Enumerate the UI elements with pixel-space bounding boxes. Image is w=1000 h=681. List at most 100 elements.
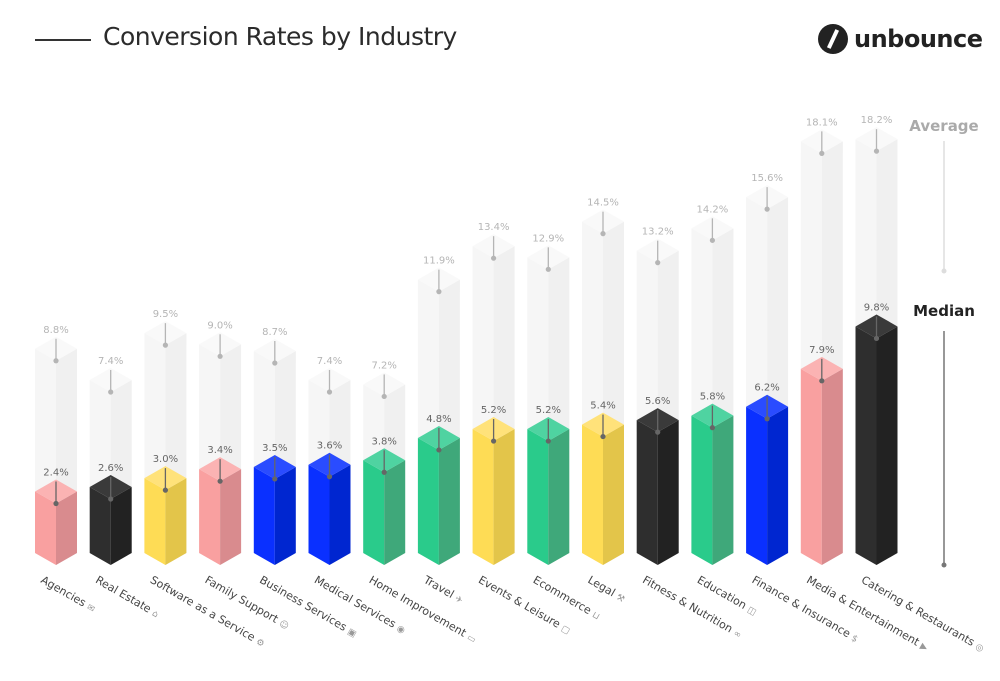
gavel-icon: ⚒ bbox=[614, 592, 626, 605]
median-value-label-dot bbox=[381, 469, 387, 475]
median-bar-left-face bbox=[253, 466, 275, 565]
median-bar bbox=[582, 412, 624, 565]
median-bar-left-face bbox=[527, 429, 549, 565]
average-value-label: 8.8% bbox=[43, 325, 68, 336]
median-bar-left-face bbox=[199, 469, 221, 565]
median-value-label-dot bbox=[764, 416, 770, 422]
unbounce-logo-icon bbox=[818, 24, 848, 54]
legend-median-dot bbox=[941, 562, 947, 568]
chart-title: Conversion Rates by Industry bbox=[103, 22, 457, 51]
median-bar-left-face bbox=[855, 326, 877, 565]
median-bar-right-face bbox=[110, 487, 132, 565]
average-value-label-dot bbox=[709, 237, 716, 243]
median-bar-right-face bbox=[603, 424, 624, 565]
average-value-label: 18.1% bbox=[806, 117, 838, 128]
median-bar-right-face bbox=[712, 415, 734, 565]
category-label-group: Legal ⚒ bbox=[586, 573, 628, 605]
legend-median: Median bbox=[913, 302, 975, 320]
median-bar bbox=[417, 425, 460, 565]
median-bar-right-face bbox=[56, 491, 77, 565]
median-bar bbox=[89, 475, 132, 565]
median-bar-right-face bbox=[493, 429, 515, 565]
cart-icon: ⊔ bbox=[590, 610, 601, 622]
median-value-label-dot bbox=[326, 474, 333, 480]
median-bar bbox=[253, 454, 296, 565]
dollar-icon: $ bbox=[849, 634, 859, 646]
median-value-label: 3.4% bbox=[207, 445, 232, 456]
legend: Average Median bbox=[909, 117, 979, 568]
median-bar-left-face bbox=[746, 406, 768, 565]
median-bars: 2.4% 2.6% 3.0% 3.4% 3.5% 3.6% 3.8% 4.8% 5.2% 5.2%… bbox=[35, 302, 898, 565]
average-value-label: 13.4% bbox=[478, 222, 510, 233]
average-value-label: 9.5% bbox=[153, 309, 178, 320]
category-label: Business Services ▣ bbox=[257, 573, 359, 639]
median-value-label: 2.4% bbox=[43, 467, 68, 478]
median-bar-left-face bbox=[636, 420, 658, 565]
median-bar-right-face bbox=[438, 437, 460, 565]
category-label: Agencies ✉ bbox=[39, 573, 98, 615]
median-bar-right-face bbox=[220, 469, 242, 565]
median-bar bbox=[35, 479, 77, 565]
median-bar bbox=[472, 417, 515, 565]
median-value-label: 5.2% bbox=[536, 405, 561, 416]
median-bar-right-face bbox=[548, 429, 570, 565]
average-value-label-dot bbox=[53, 358, 59, 364]
average-value-label-dot bbox=[545, 266, 551, 272]
median-value-label-dot bbox=[873, 335, 880, 342]
ticket-icon: ▢ bbox=[559, 624, 571, 637]
average-value-label-dot bbox=[108, 389, 114, 395]
average-value-label: 7.4% bbox=[98, 356, 123, 367]
median-bar-right-face bbox=[876, 326, 898, 565]
median-value-label-dot bbox=[217, 478, 223, 484]
median-bar bbox=[144, 466, 187, 565]
median-value-label-dot bbox=[108, 496, 114, 502]
median-value-label: 5.6% bbox=[645, 396, 670, 407]
average-value-label: 15.6% bbox=[751, 173, 783, 184]
sofa-icon: ▭ bbox=[465, 633, 477, 646]
average-value-label: 7.4% bbox=[317, 356, 342, 367]
megaphone-icon: ✉ bbox=[85, 603, 97, 615]
median-value-label: 2.6% bbox=[98, 463, 123, 474]
median-value-label-dot bbox=[53, 500, 59, 507]
median-value-label-dot bbox=[162, 487, 168, 493]
average-value-label-dot bbox=[326, 389, 333, 395]
median-bar-right-face bbox=[329, 464, 351, 565]
legend-average-dot bbox=[941, 268, 947, 274]
median-value-label-dot bbox=[709, 425, 716, 431]
median-bar bbox=[691, 403, 734, 565]
play-icon: ▶ bbox=[918, 642, 929, 654]
average-value-label: 18.2% bbox=[861, 115, 893, 126]
legend-average: Average bbox=[909, 117, 978, 135]
family-icon: ☺ bbox=[277, 618, 291, 632]
category-labels: Agencies ✉Real Estate ⌂Software as a Ser… bbox=[39, 573, 987, 655]
median-value-label: 3.5% bbox=[262, 443, 287, 454]
unbounce-logo: unbounce bbox=[818, 24, 983, 54]
median-bar-right-face bbox=[821, 368, 843, 565]
average-value-label: 14.2% bbox=[697, 204, 729, 215]
category-label-group: Business Services ▣ bbox=[257, 573, 359, 639]
median-bar-right-face bbox=[767, 406, 789, 565]
average-value-label-dot bbox=[217, 353, 223, 359]
median-value-label: 7.9% bbox=[809, 345, 834, 356]
median-bar-left-face bbox=[363, 460, 385, 565]
median-value-label: 5.2% bbox=[481, 405, 506, 416]
median-value-label: 5.4% bbox=[590, 401, 615, 412]
median-value-label-dot bbox=[272, 476, 278, 482]
average-value-label-dot bbox=[162, 342, 168, 348]
median-bar-left-face bbox=[417, 437, 439, 565]
median-bar-right-face bbox=[384, 460, 406, 565]
average-value-label: 8.7% bbox=[262, 327, 287, 338]
median-value-label-dot bbox=[436, 447, 442, 453]
median-value-label-dot bbox=[491, 438, 497, 444]
median-bar bbox=[308, 452, 351, 565]
briefcase-icon: ▣ bbox=[346, 627, 358, 640]
gear-icon: ⚙ bbox=[254, 637, 266, 650]
median-value-label: 4.8% bbox=[426, 414, 451, 425]
average-value-label: 14.5% bbox=[587, 198, 619, 209]
average-value-label-dot bbox=[819, 150, 825, 156]
category-label-group: Events & Leisure ▢ bbox=[476, 573, 573, 636]
category-label: Events & Leisure ▢ bbox=[476, 573, 573, 636]
average-value-label-dot bbox=[436, 289, 442, 295]
category-label: Legal ⚒ bbox=[586, 573, 628, 605]
average-value-label-dot bbox=[600, 231, 606, 237]
